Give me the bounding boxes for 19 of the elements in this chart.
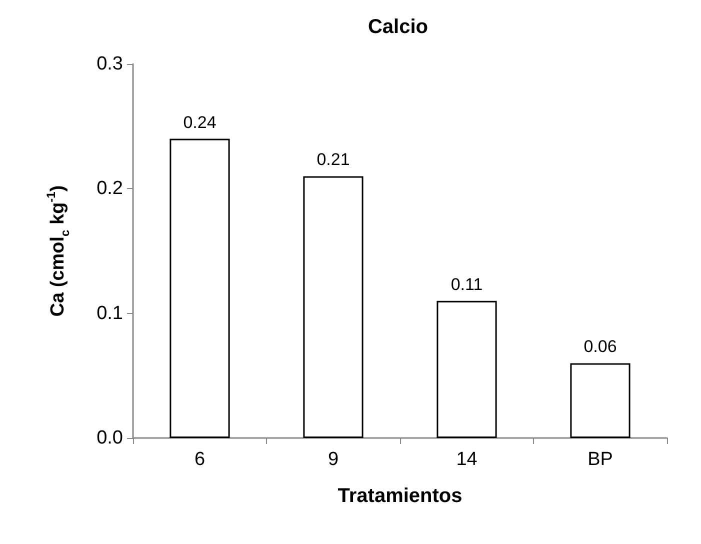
y-tick-label: 0.2 <box>96 178 123 200</box>
y-tick-label: 0.0 <box>96 428 123 448</box>
x-tick-label: BP <box>588 449 613 470</box>
x-tick-label: 6 <box>194 449 206 470</box>
y-tick-label: 0.1 <box>96 302 123 324</box>
y-tick-label: 0.3 <box>96 54 123 74</box>
x-tick-label: 9 <box>328 449 339 470</box>
bar <box>170 138 230 438</box>
y-axis-title: Ca (cmolc kg-1) <box>44 185 72 317</box>
data-label: 0.11 <box>450 274 483 294</box>
bar <box>570 363 630 438</box>
bar <box>303 176 364 438</box>
x-axis-title: Tratamientos <box>338 485 462 507</box>
data-label: 0.06 <box>584 337 617 356</box>
chart-title: Calcio <box>368 16 428 38</box>
data-label: 0.21 <box>316 150 350 170</box>
x-tick-label: 14 <box>456 449 478 470</box>
bar <box>436 300 497 438</box>
data-label: 0.24 <box>183 112 216 132</box>
